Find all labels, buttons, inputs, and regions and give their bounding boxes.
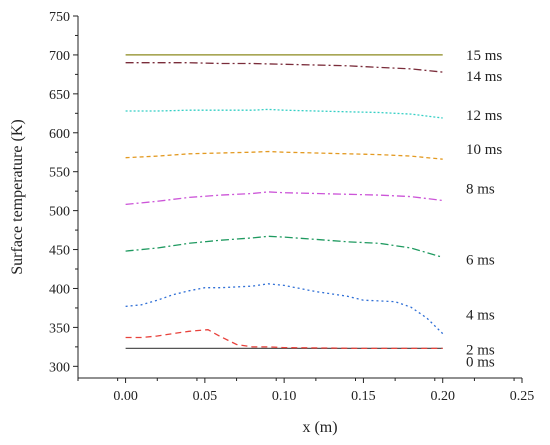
series-label: 12 ms: [466, 108, 502, 124]
x-tick-label: 0.15: [351, 389, 376, 404]
x-tick-label: 0.25: [510, 389, 535, 404]
series-line-14-ms: [125, 62, 443, 73]
y-tick-label: 550: [49, 166, 70, 181]
y-tick-label: 300: [49, 360, 70, 375]
series-label: 10 ms: [466, 142, 502, 158]
series-layer: [125, 54, 444, 350]
series-line-4-ms: [125, 283, 444, 335]
x-tick-label: 0.10: [272, 389, 297, 404]
y-tick-label: 600: [49, 127, 70, 142]
series-label: 8 ms: [466, 182, 495, 198]
y-tick-label: 450: [49, 244, 70, 259]
x-tick-label: 0.00: [113, 389, 138, 404]
x-tick-label: 0.05: [193, 389, 218, 404]
series-label: 6 ms: [466, 252, 495, 268]
y-tick-label: 350: [49, 321, 70, 336]
series-label: 15 ms: [466, 48, 502, 64]
y-tick-label: 400: [49, 282, 70, 297]
series-line-12-ms: [125, 108, 443, 119]
series-label: 14 ms: [466, 69, 502, 85]
y-tick-label: 650: [49, 88, 70, 103]
y-tick-label: 750: [49, 10, 70, 25]
y-tick-label: 700: [49, 49, 70, 64]
y-tick-label: 500: [49, 205, 70, 220]
series-labels: 0 ms2 ms 4 ms 6 ms 8 ms 10 ms 12 ms 14 ms 15 ms: [466, 48, 502, 370]
x-axis-label: x (m): [302, 419, 337, 436]
x-tick-label: 0.20: [430, 389, 455, 404]
series-line-6-ms: [125, 235, 443, 258]
series-label: 0 ms: [466, 354, 495, 370]
series-line-2-ms: [125, 329, 443, 350]
series-label: 2 ms: [466, 342, 495, 358]
axes: 0.00 0.05 0.10 0.15 0.20 0.25 300 350 400 450 500 5…: [49, 10, 534, 404]
y-axis-label: Surface temperature (K): [9, 119, 26, 274]
series-line-10-ms: [125, 150, 443, 160]
series-line-8-ms: [125, 191, 443, 206]
series-label: 4 ms: [466, 308, 495, 324]
